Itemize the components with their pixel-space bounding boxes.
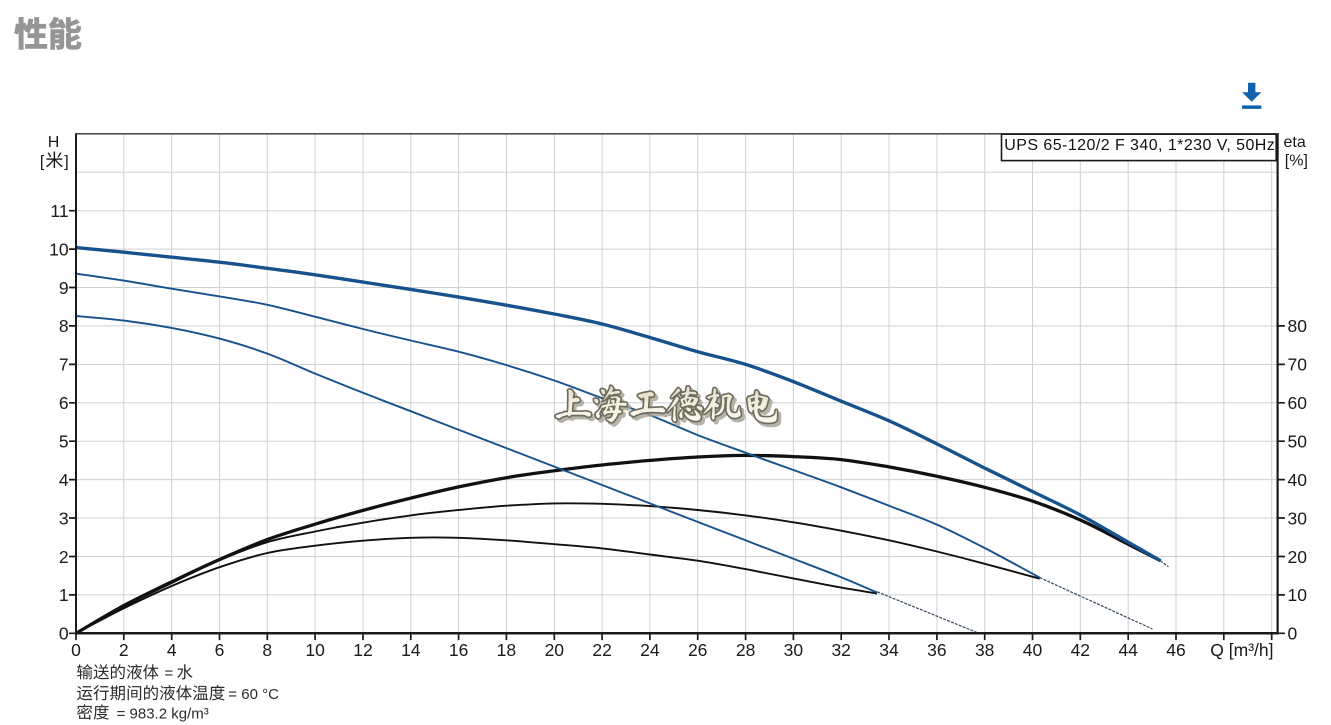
svg-text:=: = bbox=[165, 665, 174, 682]
svg-text:8: 8 bbox=[59, 316, 69, 336]
svg-text:10: 10 bbox=[1288, 585, 1308, 605]
svg-text:0: 0 bbox=[1288, 624, 1298, 644]
svg-text:4: 4 bbox=[167, 640, 177, 660]
svg-text:16: 16 bbox=[449, 640, 468, 660]
svg-text:60: 60 bbox=[1288, 393, 1308, 413]
svg-text:70: 70 bbox=[1288, 355, 1308, 375]
svg-text:28: 28 bbox=[736, 640, 755, 660]
svg-text:11: 11 bbox=[50, 201, 68, 221]
svg-text:42: 42 bbox=[1071, 640, 1090, 660]
svg-text:30: 30 bbox=[784, 640, 804, 660]
svg-text:6: 6 bbox=[215, 640, 225, 660]
svg-text:40: 40 bbox=[1023, 640, 1043, 660]
svg-text:2: 2 bbox=[119, 640, 129, 660]
svg-text:32: 32 bbox=[831, 640, 850, 660]
svg-text:4: 4 bbox=[59, 470, 69, 490]
svg-text:[: [ bbox=[40, 153, 45, 170]
svg-text:H: H bbox=[48, 134, 60, 151]
svg-text:38: 38 bbox=[975, 640, 994, 660]
svg-text:24: 24 bbox=[640, 640, 660, 660]
svg-text:0: 0 bbox=[59, 624, 69, 644]
svg-text:36: 36 bbox=[927, 640, 946, 660]
svg-text:3: 3 bbox=[59, 508, 69, 528]
svg-text:30: 30 bbox=[1288, 508, 1308, 528]
svg-text:2: 2 bbox=[59, 547, 69, 567]
svg-text:18: 18 bbox=[497, 640, 516, 660]
svg-text:10: 10 bbox=[49, 239, 69, 259]
svg-text:Q [m³/h]: Q [m³/h] bbox=[1210, 640, 1273, 660]
svg-text:]: ] bbox=[64, 153, 68, 170]
svg-text:10: 10 bbox=[305, 640, 325, 660]
svg-text:[%]: [%] bbox=[1285, 153, 1308, 170]
svg-text:80: 80 bbox=[1288, 316, 1308, 336]
svg-text:8: 8 bbox=[262, 640, 272, 660]
svg-text:50: 50 bbox=[1288, 432, 1308, 452]
svg-text:26: 26 bbox=[688, 640, 707, 660]
svg-text:34: 34 bbox=[879, 640, 899, 660]
svg-text:40: 40 bbox=[1288, 470, 1308, 490]
svg-text:6: 6 bbox=[59, 393, 69, 413]
svg-text:44: 44 bbox=[1118, 640, 1138, 660]
svg-text:UPS 65-120/2 F 340, 1*230 V, 5: UPS 65-120/2 F 340, 1*230 V, 50Hz bbox=[1004, 137, 1275, 154]
svg-text:eta: eta bbox=[1284, 134, 1306, 151]
svg-text:12: 12 bbox=[353, 640, 372, 660]
svg-text:7: 7 bbox=[59, 355, 69, 375]
svg-text:46: 46 bbox=[1166, 640, 1185, 660]
svg-text:22: 22 bbox=[592, 640, 611, 660]
svg-text:0: 0 bbox=[71, 640, 81, 660]
svg-text:20: 20 bbox=[545, 640, 565, 660]
svg-text:= 983.2 kg/m³: = 983.2 kg/m³ bbox=[117, 705, 209, 722]
svg-text:5: 5 bbox=[59, 432, 69, 452]
svg-text:14: 14 bbox=[401, 640, 421, 660]
svg-text:9: 9 bbox=[59, 278, 69, 298]
svg-text:1: 1 bbox=[59, 585, 69, 605]
svg-text:= 60 °C: = 60 °C bbox=[228, 686, 279, 703]
svg-text:20: 20 bbox=[1288, 547, 1308, 567]
